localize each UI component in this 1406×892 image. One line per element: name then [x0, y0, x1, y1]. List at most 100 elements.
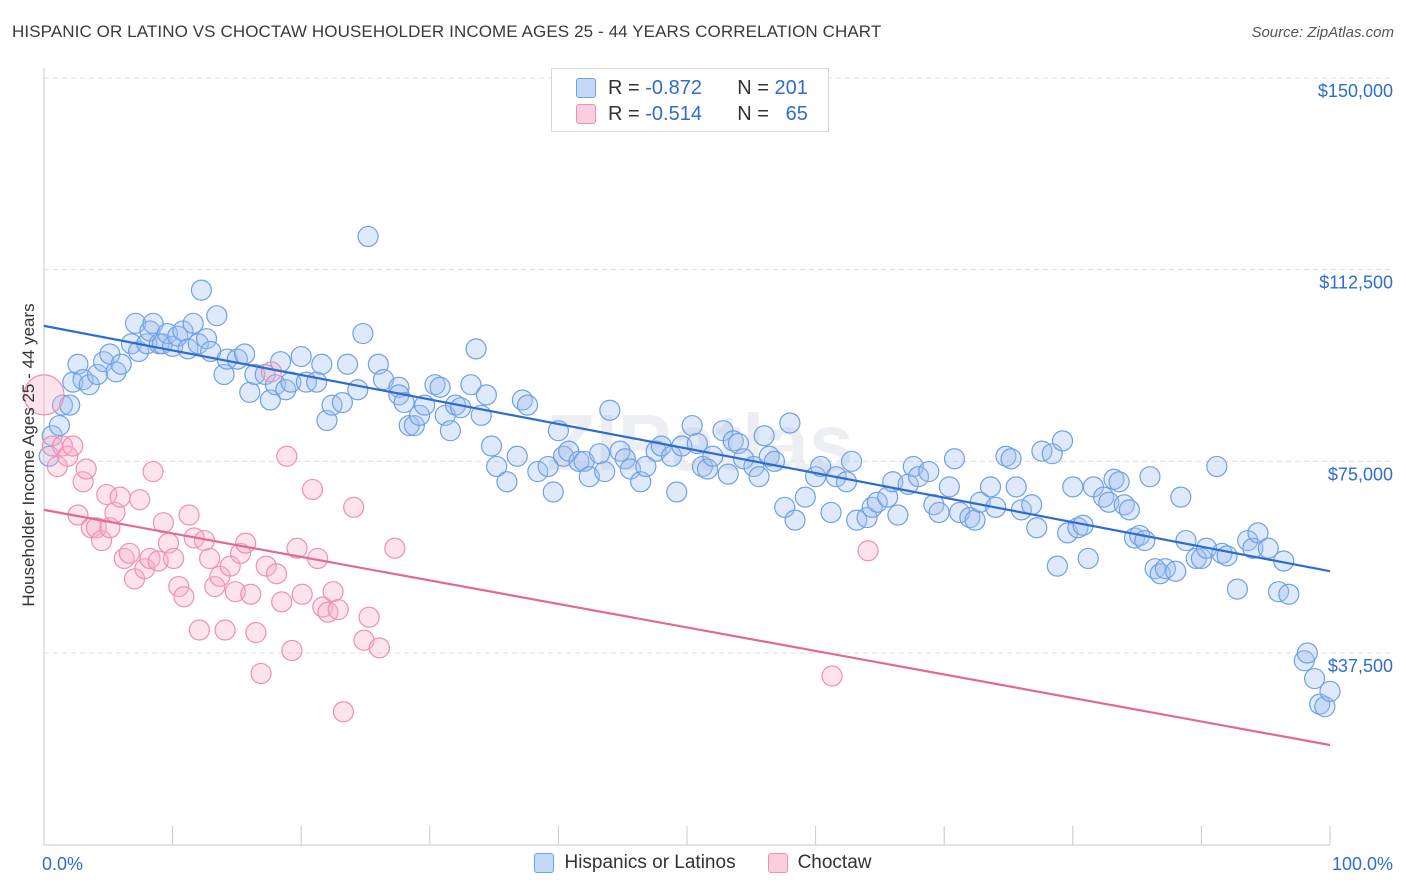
grid-lines: [44, 77, 1394, 654]
point-hispanic: [979, 476, 1002, 498]
point-hispanic: [928, 501, 950, 524]
point-choctaw: [240, 583, 262, 605]
point-choctaw: [301, 478, 324, 501]
point-choctaw: [857, 540, 879, 562]
point-choctaw: [96, 483, 118, 506]
point-hispanic: [460, 374, 482, 396]
point-hispanic: [506, 445, 528, 467]
point-choctaw: [163, 547, 185, 570]
point-hispanic: [321, 394, 343, 416]
point-hispanic: [681, 414, 703, 437]
point-choctaw: [62, 435, 84, 457]
point-hispanic: [1154, 558, 1176, 580]
n-value: 65: [785, 102, 808, 125]
point-hispanic: [48, 414, 71, 437]
point-choctaw: [142, 460, 164, 483]
point-choctaw: [57, 445, 79, 467]
point-hispanic: [542, 481, 564, 503]
point-hispanic: [1098, 491, 1120, 513]
point-hispanic: [588, 443, 611, 465]
point-choctaw: [384, 537, 406, 559]
axes: [43, 68, 1331, 846]
point-choctaw: [129, 489, 151, 511]
legend-label-hispanic: Hispanics or Latinos: [564, 852, 736, 873]
y-axis-label: Householder Income Ages 25 - 44 years: [19, 303, 38, 606]
y-tick-label: $150,000: [1318, 81, 1393, 101]
point-hispanic: [686, 432, 708, 455]
legend-swatch-hispanic: [576, 78, 596, 98]
point-hispanic: [1226, 578, 1249, 600]
point-hispanic: [429, 376, 451, 398]
legend-swatch-hispanic: [534, 853, 555, 873]
legend-swatch-choctaw: [767, 853, 788, 873]
point-hispanic: [1005, 476, 1027, 498]
point-choctaw: [250, 662, 272, 685]
point-hispanic: [403, 414, 425, 437]
point-hispanic: [1170, 486, 1192, 508]
point-hispanic: [311, 353, 333, 375]
point-hispanic: [774, 496, 796, 518]
point-hispanic: [918, 460, 940, 483]
point-hispanic: [1062, 476, 1084, 498]
point-hispanic: [846, 509, 868, 531]
point-hispanic: [239, 381, 261, 403]
point-choctaw: [291, 583, 313, 605]
point-hispanic: [475, 384, 497, 406]
point-hispanic: [110, 353, 132, 375]
point-choctaw: [173, 586, 195, 608]
source-credit: Source: ZipAtlas.com: [1251, 24, 1394, 41]
point-hispanic: [86, 363, 109, 386]
point-hispanic: [866, 491, 888, 513]
point-hispanic: [614, 448, 636, 470]
point-choctaw: [134, 558, 156, 580]
point-choctaw: [199, 547, 221, 570]
point-hispanic: [142, 312, 164, 334]
point-hispanic: [465, 338, 487, 360]
point-choctaw: [271, 591, 293, 613]
point-choctaw: [91, 529, 113, 552]
point-choctaw: [224, 581, 246, 603]
point-choctaw: [147, 550, 169, 572]
point-choctaw: [358, 606, 380, 628]
point-hispanic: [439, 420, 461, 442]
n-label: N =: [737, 102, 769, 125]
n-value: 201: [774, 76, 808, 99]
point-hispanic: [516, 394, 539, 416]
point-hispanic: [496, 471, 518, 493]
point-hispanic: [486, 455, 508, 478]
r-value: -0.872: [645, 76, 702, 99]
y-tick-label: $37,500: [1328, 656, 1393, 676]
point-hispanic: [306, 371, 328, 393]
point-choctaw: [204, 575, 226, 598]
point-hispanic: [1051, 430, 1074, 452]
legend-swatch-choctaw: [576, 104, 596, 124]
point-hispanic: [1118, 499, 1140, 521]
point-choctaw: [72, 471, 94, 493]
point-hispanic: [702, 445, 724, 467]
point-hispanic: [841, 450, 863, 472]
legend-item-choctaw: Choctaw: [767, 852, 872, 874]
point-hispanic: [784, 509, 806, 531]
point-choctaw: [265, 563, 288, 585]
point-hispanic: [753, 425, 775, 447]
r-label: R =: [608, 102, 640, 125]
point-hispanic: [835, 471, 858, 493]
x-tick-label: 100.0%: [1332, 854, 1393, 874]
point-hispanic: [1057, 522, 1079, 544]
point-hispanic: [568, 450, 590, 472]
point-hispanic: [537, 455, 559, 478]
point-choctaw: [188, 619, 210, 641]
point-hispanic: [347, 379, 369, 401]
point-choctaw: [821, 665, 843, 687]
point-hispanic: [190, 279, 213, 301]
point-choctaw: [286, 537, 308, 559]
series-legend: Hispanics or Latinos Choctaw: [0, 852, 1406, 874]
n-label: N =: [737, 76, 769, 99]
point-hispanic: [599, 399, 621, 421]
point-hispanic: [949, 501, 971, 524]
point-choctaw: [219, 555, 241, 577]
point-hispanic: [336, 353, 359, 375]
point-hispanic: [907, 466, 930, 488]
point-hispanic: [1046, 555, 1068, 577]
